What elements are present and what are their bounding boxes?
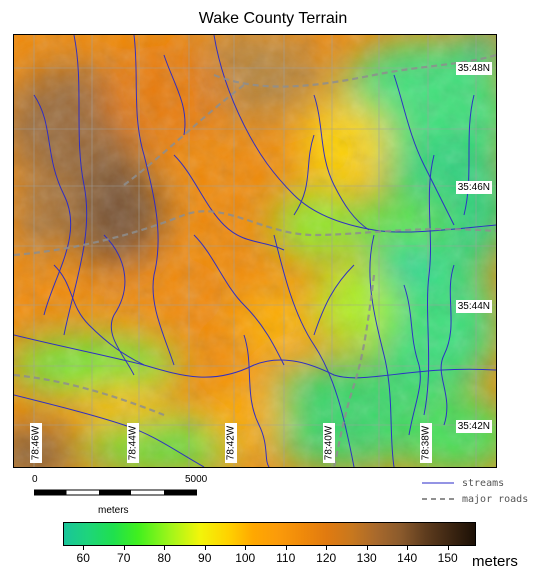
longitude-label: 78:44W (127, 423, 139, 463)
colorbar-tick (245, 546, 247, 550)
map-title: Wake County Terrain (198, 10, 348, 27)
colorbar-tick (447, 546, 449, 550)
colorbar-tick-label: 90 (198, 551, 212, 565)
longitude-label: 78:46W (30, 423, 42, 463)
latitude-label: 35:48N (455, 62, 492, 75)
colorbar-tick-label: 140 (397, 551, 418, 565)
colorbar-tick (366, 546, 368, 550)
colorbar-tick (83, 546, 85, 550)
streams-legend-label: streams (462, 478, 505, 489)
longitude-label: 78:42W (225, 423, 237, 463)
colorbar-tick (285, 546, 287, 550)
colorbar-tick (326, 546, 328, 550)
terrain-map: 35:48N 35:46N 35:44N 35:42N 78:46W 78:44… (13, 34, 497, 468)
scale-bar (34, 489, 197, 496)
colorbar-tick-label: 150 (437, 551, 458, 565)
scale-start-label: 0 (32, 474, 38, 485)
streams-legend-swatch (422, 482, 454, 484)
colorbar-units-label: meters (472, 553, 518, 570)
latitude-label: 35:42N (455, 420, 492, 433)
latitude-label: 35:46N (455, 181, 492, 194)
scale-units-label: meters (98, 505, 129, 516)
colorbar-tick-label: 70 (117, 551, 131, 565)
terrain-raster (14, 35, 496, 467)
elevation-colorbar (63, 522, 476, 546)
colorbar-tick (123, 546, 125, 550)
roads-legend-swatch (422, 498, 454, 500)
colorbar-tick-label: 110 (276, 551, 296, 565)
colorbar-tick-label: 80 (157, 551, 171, 565)
colorbar-tick-label: 100 (235, 551, 256, 565)
colorbar-tick (407, 546, 409, 550)
colorbar-tick-label: 60 (76, 551, 90, 565)
colorbar-tick-label: 120 (316, 551, 337, 565)
scale-end-label: 5000 (185, 474, 208, 485)
colorbar-tick-label: 130 (356, 551, 377, 565)
roads-legend-label: major roads (462, 494, 529, 505)
colorbar-tick (164, 546, 166, 550)
latitude-label: 35:44N (455, 300, 492, 313)
longitude-label: 78:38W (420, 423, 432, 463)
colorbar-tick (204, 546, 206, 550)
longitude-label: 78:40W (323, 423, 335, 463)
